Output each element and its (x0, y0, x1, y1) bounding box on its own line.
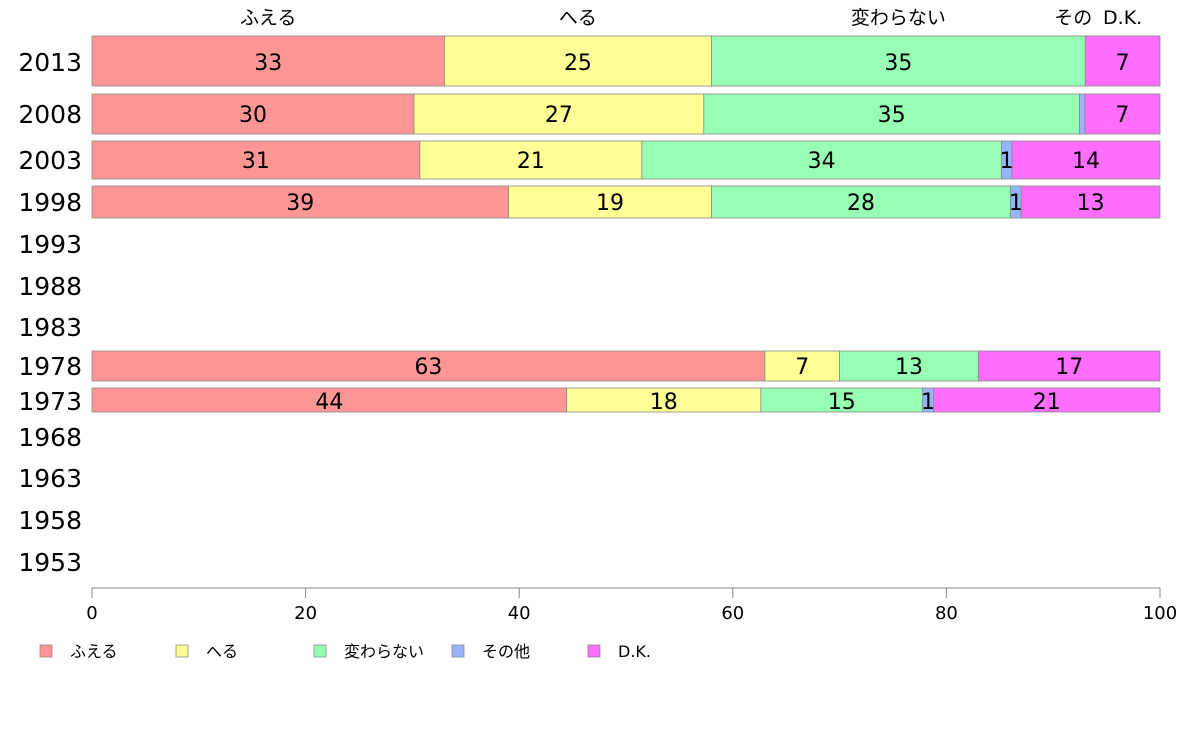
bar-segment (764, 350, 841, 382)
column-header-label: その (1054, 7, 1092, 29)
bar-segment (839, 350, 979, 382)
legend-label: 変わらない (344, 642, 424, 661)
bar-value-label: 1 (1009, 191, 1023, 216)
bar-value-label: 33 (254, 51, 282, 76)
bar-value-label: 39 (286, 191, 314, 216)
bar-segment (91, 387, 568, 413)
bar-segment (444, 35, 712, 87)
bar-segment (1079, 93, 1086, 135)
bar-value-label: 35 (878, 103, 906, 128)
bar-value-label: 18 (650, 390, 678, 415)
bar-value-label: 34 (808, 149, 836, 174)
bar-segment (91, 35, 445, 87)
bar-segment (508, 185, 712, 219)
year-label: 1968 (18, 423, 82, 452)
legend-swatch (175, 644, 189, 658)
bar-segment (91, 185, 509, 219)
x-tick-label: 40 (508, 603, 531, 624)
bar-value-label: 7 (1116, 51, 1130, 76)
bar-segment (91, 93, 415, 135)
column-header-label: 変わらない (851, 7, 946, 29)
year-label: 1973 (18, 387, 82, 416)
year-label: 2003 (18, 146, 82, 175)
x-tick-label: 80 (935, 603, 958, 624)
legend-swatch (313, 644, 327, 658)
legend-swatch (587, 644, 601, 658)
legend-label: へる (206, 642, 238, 661)
bar-value-label: 44 (315, 390, 343, 415)
bar-value-label: 1 (1000, 149, 1014, 174)
bar-value-label: 1 (921, 390, 935, 415)
year-label: 2008 (18, 100, 82, 129)
bar-segment (703, 93, 1080, 135)
legend-swatch (39, 644, 53, 658)
year-label: 1963 (18, 464, 82, 493)
year-label: 1953 (18, 548, 82, 577)
bar-segment (566, 387, 762, 413)
year-label: 2013 (18, 48, 82, 77)
column-header-label: D.K. (1103, 7, 1142, 29)
x-tick-label: 60 (721, 603, 744, 624)
bar-segment (413, 93, 705, 135)
year-label: 1988 (18, 272, 82, 301)
legend-swatch (451, 644, 465, 658)
bar-segment (933, 387, 1161, 413)
bar-segment (91, 140, 421, 180)
bar-value-label: 28 (847, 191, 875, 216)
year-label: 1983 (18, 313, 82, 342)
year-label: 1998 (18, 188, 82, 217)
column-header-label: へる (559, 7, 597, 29)
bar-value-label: 7 (795, 355, 809, 380)
bar-value-label: 30 (239, 103, 267, 128)
bar-value-label: 15 (828, 390, 856, 415)
column-header-label: ふえる (240, 7, 296, 29)
bar-value-label: 21 (1033, 390, 1061, 415)
bar-segment (91, 350, 766, 382)
x-tick-label: 100 (1143, 603, 1177, 624)
legend-label: ふえる (70, 642, 118, 661)
bar-value-label: 31 (242, 149, 270, 174)
bar-value-label: 21 (517, 149, 545, 174)
year-label: 1958 (18, 506, 82, 535)
bar-segment (711, 35, 1086, 87)
bar-segment (1011, 140, 1161, 180)
bar-value-label: 25 (564, 51, 592, 76)
bar-value-label: 27 (545, 103, 573, 128)
bar-value-label: 19 (596, 191, 624, 216)
bar-segment (1084, 35, 1161, 87)
bar-value-label: 14 (1072, 149, 1100, 174)
x-tick-label: 20 (294, 603, 317, 624)
bar-segment (760, 387, 924, 413)
bar-value-label: 35 (884, 51, 912, 76)
legend-label: D.K. (618, 642, 651, 661)
bar-segment (978, 350, 1161, 382)
legend-label: その他 (482, 642, 530, 661)
year-label: 1978 (18, 352, 82, 381)
bar-segment (711, 185, 1011, 219)
year-label: 1993 (18, 230, 82, 259)
x-tick-label: 0 (86, 603, 97, 624)
bar-value-label: 7 (1115, 103, 1129, 128)
bar-segment (419, 140, 643, 180)
bar-segment (1084, 93, 1161, 135)
bar-value-label: 17 (1055, 355, 1083, 380)
bar-value-label: 13 (895, 355, 923, 380)
bar-value-label: 63 (414, 355, 442, 380)
bar-value-label: 13 (1077, 191, 1105, 216)
bar-segment (1020, 185, 1161, 219)
